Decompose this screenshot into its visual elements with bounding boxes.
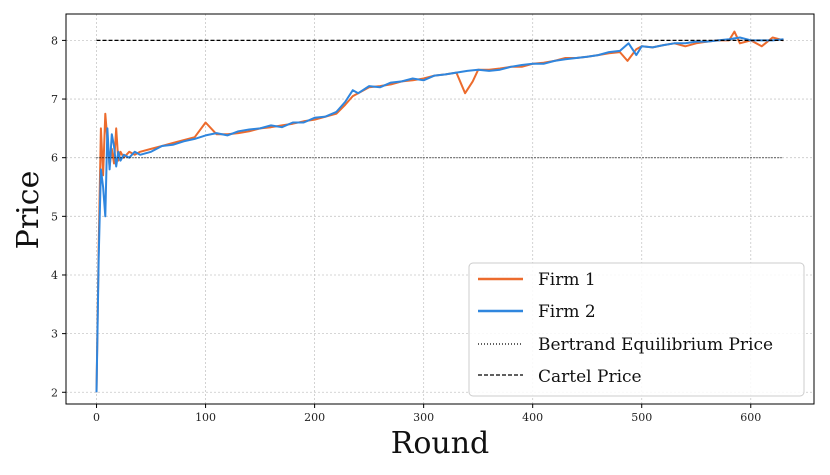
legend-label-firm-1: Firm 1 [538, 270, 596, 290]
x-tick-label: 400 [522, 411, 543, 424]
legend-label-bertrand: Bertrand Equilibrium Price [538, 335, 773, 355]
x-tick-label: 300 [413, 411, 434, 424]
series-lines [95, 30, 784, 393]
x-tick-label: 500 [631, 411, 652, 424]
y-tick-label: 2 [51, 386, 58, 399]
y-tick-label: 3 [51, 328, 58, 341]
legend-box [468, 262, 805, 397]
legend-label-cartel: Cartel Price [538, 367, 642, 387]
y-tick-label: 8 [51, 34, 58, 47]
y-tick-label: 5 [51, 210, 58, 223]
legend-label-firm-2: Firm 2 [538, 302, 596, 322]
legend: Firm 1 Firm 2 Bertrand Equilibrium Price… [468, 262, 805, 397]
y-tick-label: 7 [51, 93, 58, 106]
plot-frame [65, 13, 815, 405]
y-tick-label: 4 [51, 269, 58, 282]
y-tick-label: 6 [51, 152, 58, 165]
series-line-firm-2 [95, 36, 784, 393]
x-tick-label: 100 [195, 411, 216, 424]
x-axis-title: Round [391, 426, 490, 461]
x-tick-label: 200 [304, 411, 325, 424]
x-tick-label: 0 [93, 411, 100, 424]
y-axis-title: Price [11, 171, 46, 250]
x-tick-label: 600 [740, 411, 761, 424]
ticks: 0 100 200 300 400 500 600 2 3 4 5 6 7 8 [51, 34, 761, 424]
